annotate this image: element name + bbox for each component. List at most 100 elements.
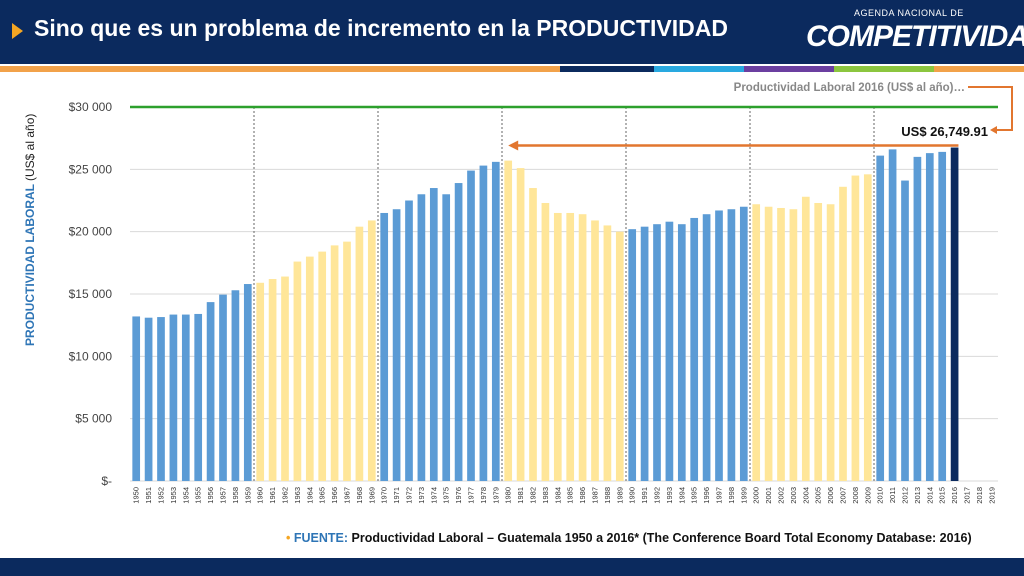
bar-1984 xyxy=(553,212,562,481)
bar-1986 xyxy=(578,214,587,482)
x-tick-label: 1965 xyxy=(318,487,327,504)
comparison-arrow-head xyxy=(508,140,519,151)
x-tick-label: 1986 xyxy=(578,487,587,504)
bar-2001 xyxy=(764,206,773,481)
bar-1993 xyxy=(665,221,674,481)
bar-1992 xyxy=(653,224,661,482)
bar-1990 xyxy=(628,229,637,481)
x-tick-label: 2011 xyxy=(888,487,897,503)
stripe-purple xyxy=(744,66,834,72)
bar-1987 xyxy=(591,220,599,482)
reference-line-label: Productividad Laboral 2016 (US$ al año)… xyxy=(734,82,965,94)
x-tick-label: 2008 xyxy=(851,487,860,504)
header-bar: Sino que es un problema de incremento en… xyxy=(0,0,1024,64)
bar-1985 xyxy=(566,212,575,481)
y-tick-label: $20 000 xyxy=(69,225,113,239)
x-tick-label: 2016 xyxy=(950,487,959,504)
x-tick-label: 1985 xyxy=(566,487,575,504)
x-tick-label: 1988 xyxy=(603,487,612,504)
bar-1963 xyxy=(293,261,302,481)
x-tick-label: 1956 xyxy=(206,487,215,504)
x-axis-ticks: 1950 1951 1952 1953 1954 1955 1956 1957 1958 1959… xyxy=(132,487,997,504)
x-tick-label: 1966 xyxy=(330,487,339,504)
x-tick-label: 2002 xyxy=(777,487,786,504)
y-axis-label: PRODUCTIVIDAD LABORAL (US$ al año) xyxy=(23,114,37,346)
bar-1996 xyxy=(702,214,711,482)
x-tick-label: 1952 xyxy=(157,487,166,504)
bar-1958 xyxy=(231,290,240,481)
bars xyxy=(132,147,959,482)
source-note: • FUENTE: Productividad Laboral – Guatem… xyxy=(286,531,972,545)
bar-1962 xyxy=(281,276,289,481)
x-tick-label: 1982 xyxy=(529,487,538,504)
bar-2015 xyxy=(938,151,947,481)
x-tick-label: 1979 xyxy=(491,487,500,504)
source-text: Productividad Laboral – Guatemala 1950 a… xyxy=(351,531,972,545)
bar-1959 xyxy=(243,284,252,481)
logo-top-text: AGENDA NACIONAL DE xyxy=(854,8,964,18)
competitividad-logo: AGENDA NACIONAL DE COMPETITIVIDAD xyxy=(806,6,1024,58)
bar-2013 xyxy=(913,156,922,481)
x-tick-label: 1960 xyxy=(256,487,265,504)
logo-main-text: COMPETITIVIDAD xyxy=(806,20,1024,53)
bar-1972 xyxy=(405,200,413,481)
footer-bar xyxy=(0,558,1024,576)
stripe-navy xyxy=(560,66,654,72)
x-tick-label: 2013 xyxy=(913,487,922,504)
x-tick-label: 2010 xyxy=(876,487,885,504)
x-tick-label: 2003 xyxy=(789,487,798,504)
x-tick-label: 1969 xyxy=(367,487,376,504)
bar-1982 xyxy=(529,188,537,482)
x-tick-label: 2017 xyxy=(963,487,972,504)
bar-2009 xyxy=(863,174,872,481)
bar-1977 xyxy=(467,170,475,481)
bar-1956 xyxy=(206,302,215,481)
x-tick-label: 1963 xyxy=(293,487,302,504)
reference-connector-arrow xyxy=(968,86,1013,131)
bar-1953 xyxy=(169,314,178,481)
bar-2014 xyxy=(925,153,934,482)
bar-1974 xyxy=(429,188,438,482)
bar-1998 xyxy=(727,209,736,481)
bar-1961 xyxy=(268,279,277,481)
x-tick-label: 1989 xyxy=(615,487,624,504)
x-tick-label: 1992 xyxy=(653,487,662,504)
x-tick-label: 2014 xyxy=(925,487,934,504)
y-axis-ticks: $- $5 000 $10 000 $15 000 $20 000 $25 000 $30 … xyxy=(69,100,113,488)
bar-1952 xyxy=(157,317,165,481)
y-axis-label-unit: (US$ al año) xyxy=(23,114,37,181)
x-tick-label: 1954 xyxy=(181,487,190,504)
bar-1999 xyxy=(739,206,748,481)
bar-2004 xyxy=(801,196,810,481)
x-tick-label: 1987 xyxy=(591,487,600,504)
x-tick-label: 1955 xyxy=(194,487,203,504)
x-tick-label: 1967 xyxy=(343,487,352,504)
x-tick-label: 2001 xyxy=(764,487,773,504)
x-tick-label: 1976 xyxy=(454,487,463,504)
x-tick-label: 1975 xyxy=(442,487,451,504)
x-tick-label: 1964 xyxy=(305,487,314,504)
bar-1968 xyxy=(355,226,364,481)
y-tick-label: $30 000 xyxy=(69,100,113,114)
x-tick-label: 1996 xyxy=(702,487,711,504)
bar-2002 xyxy=(777,207,785,482)
bar-1973 xyxy=(417,194,426,481)
bar-1965 xyxy=(318,251,327,481)
y-tick-label: $25 000 xyxy=(69,162,113,176)
bar-1978 xyxy=(479,165,488,482)
x-tick-label: 1962 xyxy=(281,487,290,504)
reference-connector-head xyxy=(990,126,997,134)
bar-1970 xyxy=(380,212,389,481)
bar-2006 xyxy=(826,204,835,482)
x-tick-label: 1981 xyxy=(516,487,525,504)
x-tick-label: 2004 xyxy=(801,487,810,504)
bar-1964 xyxy=(305,256,314,481)
x-tick-label: 1994 xyxy=(677,487,686,504)
bar-2000 xyxy=(752,204,761,482)
x-tick-label: 2007 xyxy=(839,487,848,504)
x-tick-label: 1983 xyxy=(541,487,550,504)
x-tick-label: 1993 xyxy=(665,487,674,504)
bar-1975 xyxy=(442,194,451,481)
x-tick-label: 1978 xyxy=(479,487,488,504)
